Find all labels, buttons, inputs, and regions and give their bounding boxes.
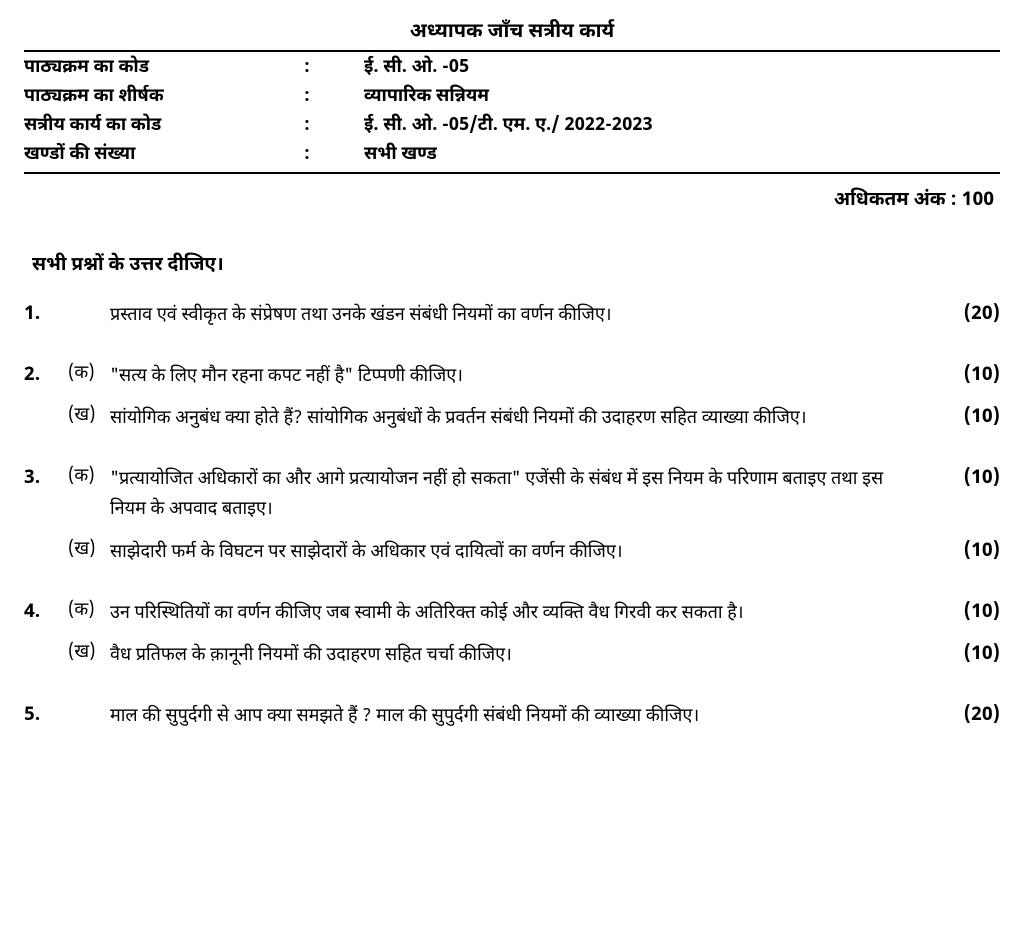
page-title: अध्यापक जाँच सत्रीय कार्य (24, 20, 1000, 46)
question-row: 1. प्रस्ताव एवं स्वीकृत के संप्रेषण तथा उ… (24, 302, 1000, 333)
header-label: पाठ्यक्रम का शीर्षक (24, 83, 304, 112)
question-block: 2.(क)"सत्य के लिए मौन रहना कपट नहीं है" … (24, 363, 1000, 436)
question-row: 3.(क)"प्रत्यायोजित अधिकारों का और आगे प्… (24, 466, 1000, 527)
header-row: खण्डों की संख्या : सभी खण्ड (24, 141, 1000, 170)
question-block: 4.(क)उन परिस्थितियों का वर्णन कीजिए जब स… (24, 600, 1000, 673)
header-colon: : (304, 112, 364, 141)
question-number: 2. (24, 363, 68, 388)
max-marks: अधिकतम अंक : 100 (24, 188, 994, 213)
question-number: 5. (24, 703, 68, 728)
question-row: (ख)सांयोगिक अनुबंध क्या होते हैं? सांयोग… (24, 405, 1000, 436)
question-row: (ख)वैध प्रतिफल के क़ानूनी नियमों की उदाह… (24, 642, 1000, 673)
question-marks: (10) (940, 600, 1000, 625)
divider-top (24, 50, 1000, 52)
question-row: 2.(क)"सत्य के लिए मौन रहना कपट नहीं है" … (24, 363, 1000, 394)
question-text: "सत्य के लिए मौन रहना कपट नहीं है" टिप्प… (110, 363, 940, 394)
header-colon: : (304, 83, 364, 112)
header-row: पाठ्यक्रम का शीर्षक : व्यापारिक सन्नियम (24, 83, 1000, 112)
question-text: "प्रत्यायोजित अधिकारों का और आगे प्रत्या… (110, 466, 940, 527)
header-value: सभी खण्ड (364, 141, 1000, 170)
question-text: वैध प्रतिफल के क़ानूनी नियमों की उदाहरण … (110, 642, 940, 673)
header-row: पाठ्यक्रम का कोड : ई. सी. ओ. -05 (24, 54, 1000, 83)
question-row: (ख)साझेदारी फर्म के विघटन पर साझेदारों क… (24, 539, 1000, 570)
question-sublabel: (ख) (68, 539, 110, 562)
header-colon: : (304, 54, 364, 83)
question-block: 1. प्रस्ताव एवं स्वीकृत के संप्रेषण तथा उ… (24, 302, 1000, 333)
header-colon: : (304, 141, 364, 170)
header-value: ई. सी. ओ. -05 (364, 54, 1000, 83)
questions-container: 1. प्रस्ताव एवं स्वीकृत के संप्रेषण तथा उ… (24, 302, 1000, 733)
question-marks: (20) (940, 703, 1000, 728)
question-number: 4. (24, 600, 68, 625)
question-marks: (10) (940, 405, 1000, 430)
header-row: सत्रीय कार्य का कोड : ई. सी. ओ. -05/टी. … (24, 112, 1000, 141)
header-label: पाठ्यक्रम का कोड (24, 54, 304, 83)
header-label: सत्रीय कार्य का कोड (24, 112, 304, 141)
header-value: व्यापारिक सन्नियम (364, 83, 1000, 112)
question-block: 5. माल की सुपुर्दगी से आप क्या समझते हैं … (24, 703, 1000, 734)
header-value: ई. सी. ओ. -05/टी. एम. ए./ 2022-2023 (364, 112, 1000, 141)
question-marks: (10) (940, 642, 1000, 667)
question-sublabel: (ख) (68, 405, 110, 428)
instruction: सभी प्रश्नों के उत्तर दीजिए। (32, 253, 1000, 278)
question-number: 1. (24, 302, 68, 327)
question-sublabel: (क) (68, 363, 110, 386)
question-sublabel: (क) (68, 466, 110, 489)
question-marks: (20) (940, 302, 1000, 327)
question-row: 4.(क)उन परिस्थितियों का वर्णन कीजिए जब स… (24, 600, 1000, 631)
question-sublabel: (ख) (68, 642, 110, 665)
question-row: 5. माल की सुपुर्दगी से आप क्या समझते हैं … (24, 703, 1000, 734)
question-text: सांयोगिक अनुबंध क्या होते हैं? सांयोगिक … (110, 405, 940, 436)
question-block: 3.(क)"प्रत्यायोजित अधिकारों का और आगे प्… (24, 466, 1000, 570)
question-marks: (10) (940, 539, 1000, 564)
question-text: उन परिस्थितियों का वर्णन कीजिए जब स्वामी… (110, 600, 940, 631)
divider-bottom (24, 172, 1000, 174)
question-number: 3. (24, 466, 68, 491)
question-sublabel: (क) (68, 600, 110, 623)
header-table: पाठ्यक्रम का कोड : ई. सी. ओ. -05 पाठ्यक्… (24, 54, 1000, 170)
question-marks: (10) (940, 363, 1000, 388)
question-text: माल की सुपुर्दगी से आप क्या समझते हैं ? … (110, 703, 940, 734)
question-marks: (10) (940, 466, 1000, 491)
question-text: प्रस्ताव एवं स्वीकृत के संप्रेषण तथा उनक… (110, 302, 940, 333)
header-label: खण्डों की संख्या (24, 141, 304, 170)
question-text: साझेदारी फर्म के विघटन पर साझेदारों के अ… (110, 539, 940, 570)
